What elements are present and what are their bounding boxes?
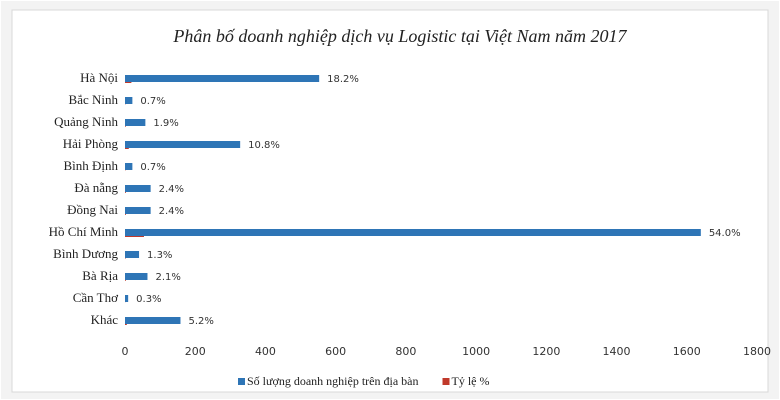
data-label: 0.7% <box>140 162 165 173</box>
y-tick-label: Bình Định <box>63 158 118 173</box>
bar <box>125 119 146 126</box>
bar <box>125 163 133 170</box>
data-label: 2.1% <box>155 272 180 283</box>
bar <box>125 185 151 192</box>
x-tick-label: 0 <box>122 345 129 358</box>
legend-swatch <box>238 378 245 385</box>
x-tick-label: 200 <box>185 345 206 358</box>
bar <box>125 148 129 149</box>
bar <box>125 295 129 302</box>
y-tick-label: Khác <box>91 312 119 327</box>
legend-label: Tỷ lệ % <box>452 374 490 388</box>
y-tick-label: Bà Rịa <box>82 268 118 283</box>
data-label: 2.4% <box>159 184 184 195</box>
x-tick-label: 400 <box>255 345 276 358</box>
x-tick-label: 1400 <box>603 345 631 358</box>
legend-swatch <box>442 378 450 385</box>
y-tick-label: Hải Phòng <box>63 136 119 151</box>
y-tick-label: Hồ Chí Minh <box>49 224 119 239</box>
chart-area <box>11 9 769 393</box>
bar <box>125 207 151 214</box>
bar <box>125 317 181 324</box>
y-tick-label: Quảng Ninh <box>54 114 118 129</box>
bar <box>125 97 133 104</box>
x-tick-label: 1600 <box>673 345 701 358</box>
data-label: 1.9% <box>153 118 178 129</box>
data-label: 0.7% <box>140 96 165 107</box>
data-label: 54.0% <box>709 228 741 239</box>
x-tick-label: 600 <box>325 345 346 358</box>
y-tick-label: Đồng Nai <box>67 202 118 217</box>
bar <box>125 141 241 148</box>
data-label: 2.4% <box>159 206 184 217</box>
bar <box>125 273 148 280</box>
y-tick-label: Bắc Ninh <box>69 92 119 107</box>
bar <box>125 229 701 236</box>
x-tick-label: 800 <box>395 345 416 358</box>
bar <box>125 280 126 281</box>
legend-label: Số lượng doanh nghiệp trên địa bàn <box>247 374 419 388</box>
data-label: 5.2% <box>188 316 213 327</box>
bar <box>125 236 144 237</box>
bar <box>125 214 126 215</box>
y-tick-label: Hà Nội <box>80 70 118 85</box>
bar <box>125 192 126 193</box>
bar <box>125 75 320 82</box>
data-label: 10.8% <box>248 140 280 151</box>
data-label: 1.3% <box>147 250 172 261</box>
chart-title: Phân bố doanh nghiệp dịch vụ Logistic tạ… <box>172 26 627 46</box>
data-label: 18.2% <box>327 74 359 85</box>
y-tick-label: Đà nẵng <box>74 180 118 195</box>
bar <box>125 251 140 258</box>
bar <box>125 82 132 83</box>
x-tick-label: 1200 <box>532 345 560 358</box>
y-tick-label: Cần Thơ <box>73 290 119 305</box>
bar <box>125 324 127 325</box>
y-tick-label: Bình Dương <box>53 246 118 261</box>
bar <box>125 126 126 127</box>
data-label: 0.3% <box>136 294 161 305</box>
x-tick-label: 1800 <box>743 345 771 358</box>
x-tick-label: 1000 <box>462 345 490 358</box>
